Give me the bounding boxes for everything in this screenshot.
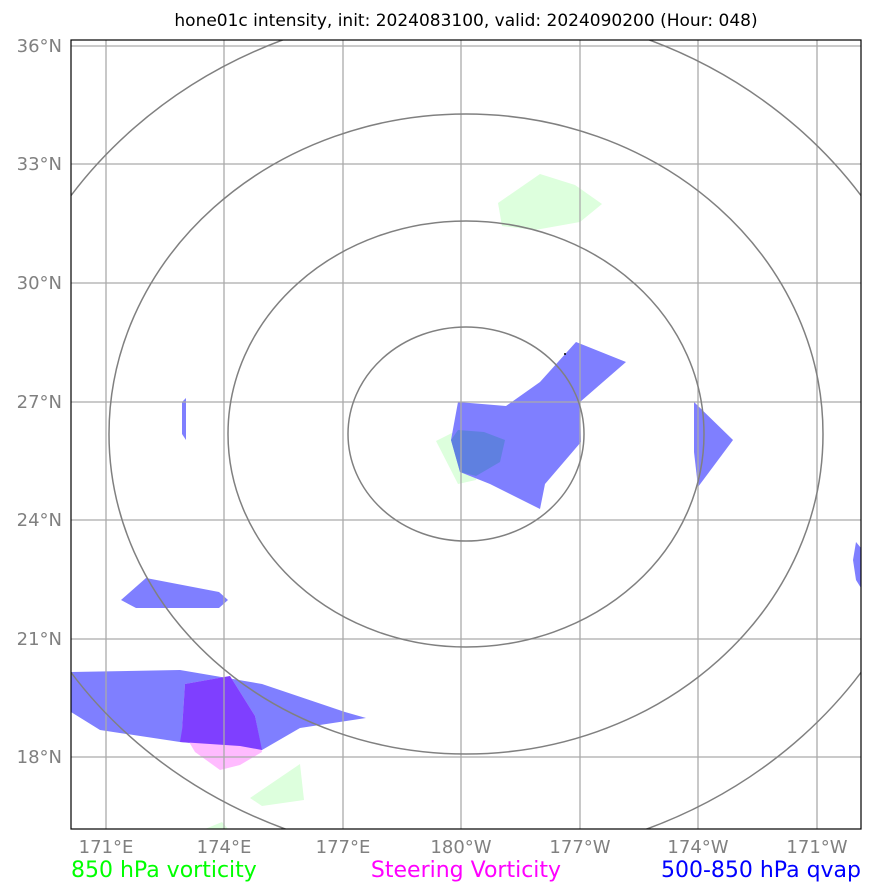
steering-qvap-overlap	[180, 676, 262, 750]
qvap-patch	[121, 578, 228, 608]
storm-marker	[564, 353, 566, 355]
map-frame	[70, 39, 862, 830]
lon-tick-label: 171°E	[79, 837, 134, 858]
vorticity-patch	[250, 764, 304, 806]
lon-tick-label: 177°W	[549, 837, 610, 858]
figure-title: hone01c intensity, init: 2024083100, val…	[174, 11, 757, 31]
lat-tick-label: 30°N	[17, 273, 62, 294]
range-rings	[71, 40, 861, 829]
lon-tick-label: 174°E	[197, 837, 252, 858]
vorticity-patch	[498, 174, 602, 230]
lon-axis: 171°E 174°E 177°E 180°W 177°W 174°W 171°…	[79, 837, 848, 858]
lon-tick-label: 174°W	[667, 837, 728, 858]
map-area	[71, 40, 861, 829]
lon-tick-label: 171°W	[786, 837, 847, 858]
legend-850-vorticity: 850 hPa vorticity	[71, 858, 257, 883]
legend: 850 hPa vorticity Steering Vorticity 500…	[71, 858, 861, 883]
lat-tick-label: 36°N	[17, 36, 62, 57]
steering-layer	[180, 430, 505, 770]
lon-tick-label: 177°E	[316, 837, 371, 858]
lat-tick-label: 18°N	[17, 747, 62, 768]
range-ring	[227, 220, 705, 648]
lon-tick-label: 180°W	[430, 837, 491, 858]
lat-tick-label: 24°N	[17, 510, 62, 531]
legend-steering-vorticity: Steering Vorticity	[371, 858, 561, 883]
qvap-patch	[451, 342, 626, 509]
lat-tick-label: 33°N	[17, 154, 62, 175]
lat-axis: 36°N 33°N 30°N 27°N 24°N 21°N 18°N	[17, 36, 62, 768]
range-ring	[108, 113, 824, 755]
lat-tick-label: 27°N	[17, 392, 62, 413]
vorticity-qvap-overlap	[451, 430, 505, 476]
qvap-patch	[853, 542, 861, 588]
vorticity-patch	[205, 822, 228, 829]
lat-tick-label: 21°N	[17, 629, 62, 650]
range-ring	[347, 326, 585, 542]
legend-qvap: 500-850 hPa qvap	[661, 858, 861, 883]
qvap-patch	[182, 398, 186, 440]
graticule	[71, 40, 861, 829]
